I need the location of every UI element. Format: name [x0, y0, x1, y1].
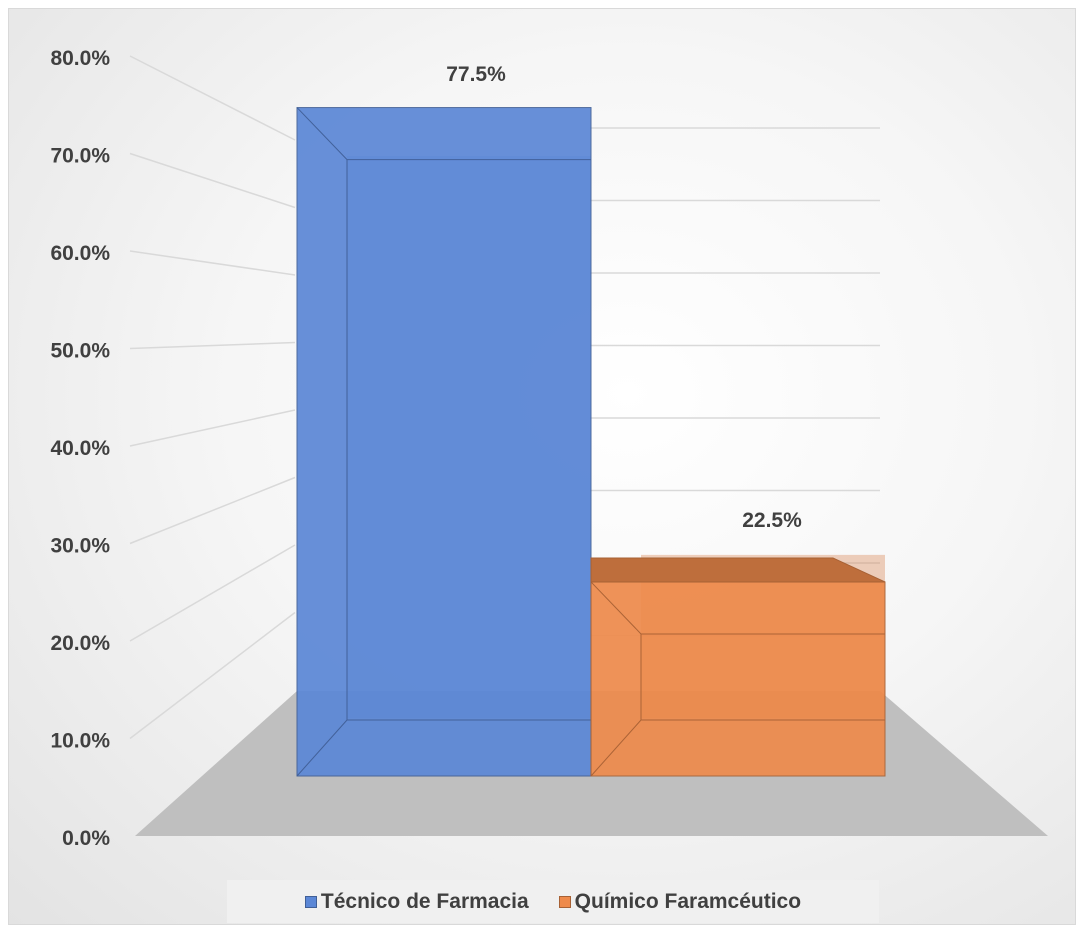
- gridline-side: [129, 250, 296, 276]
- y-tick-label: 40.0%: [50, 437, 110, 460]
- legend-label-quimico: Químico Faramcéutico: [574, 889, 802, 913]
- gridline-side: [129, 476, 296, 545]
- y-tick-label: 20.0%: [50, 632, 110, 655]
- y-tick-label: 50.0%: [50, 340, 110, 363]
- y-tick-label: 80.0%: [50, 47, 110, 70]
- bar-front-face: [590, 581, 886, 777]
- y-tick-label: 60.0%: [50, 242, 110, 265]
- bar-edge: [296, 719, 348, 777]
- y-tick-label: 70.0%: [50, 145, 110, 168]
- bar-top-face: [590, 557, 886, 583]
- gridline-side: [129, 341, 296, 350]
- data-label: 77.5%: [446, 63, 506, 86]
- gridline-side: [129, 611, 296, 740]
- legend-item-tecnico: Técnico de Farmacia: [304, 889, 529, 914]
- gridline-side: [129, 55, 296, 141]
- bars: [296, 107, 935, 777]
- legend: Técnico de Farmacia Químico Faramcéutico: [227, 880, 879, 923]
- y-tick-label: 10.0%: [50, 730, 110, 753]
- gridline-side: [129, 544, 296, 642]
- bar-front-face: [296, 107, 592, 777]
- legend-swatch-tecnico: [304, 895, 317, 908]
- y-tick-label: 30.0%: [50, 535, 110, 558]
- legend-item-quimico: Químico Faramcéutico: [558, 889, 802, 914]
- y-tick-label: 0.0%: [62, 827, 110, 850]
- data-label: 22.5%: [742, 509, 802, 532]
- legend-label-tecnico: Técnico de Farmacia: [320, 889, 529, 913]
- legend-swatch-quimico: [558, 895, 571, 908]
- gridline-side: [129, 409, 296, 447]
- data-labels: 77.5% 22.5%: [446, 63, 802, 532]
- gridline-side: [129, 152, 296, 209]
- y-axis-ticks: 0.0% 10.0% 20.0% 30.0% 40.0% 50.0% 60.0% 70.0% 8…: [50, 47, 110, 850]
- bar-edge: [590, 719, 642, 777]
- gridlines: [129, 55, 880, 740]
